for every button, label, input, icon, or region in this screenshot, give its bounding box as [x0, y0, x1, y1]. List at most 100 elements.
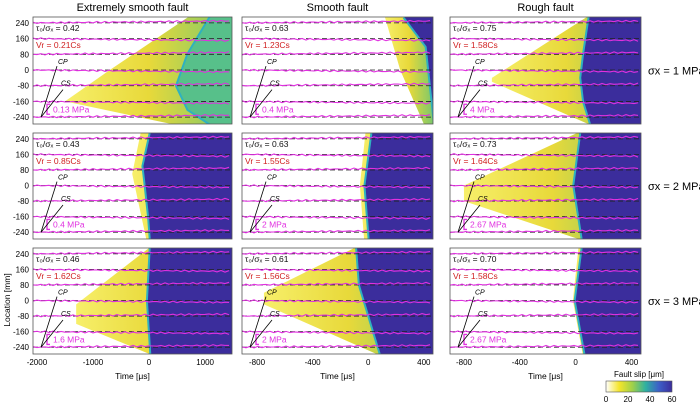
y-tick-label: 80 [20, 281, 29, 290]
stress-trace [450, 51, 639, 56]
y-tick-label: 160 [16, 35, 30, 44]
rupture-velocity: Vr = 1.23Cs [245, 40, 290, 50]
x-tick-label: 0 [366, 358, 371, 367]
panel-r1-c2: τ₀/σₓ = 0.73 Vr = 1.64Cs 2.67 MPa CP CS [449, 132, 642, 240]
panel-r0-c0: τ₀/σₓ = 0.42 Vr = 0.21Cs 0.13 MPa CP CS [32, 16, 233, 125]
cp-label: CP [58, 290, 68, 297]
column-title: Smooth fault [307, 2, 369, 14]
stress-trace [33, 330, 230, 335]
panel-r2-c1: τ₀/σₓ = 0.61 Vr = 1.56Cs 2 MPa CP CS [241, 247, 434, 355]
y-tick-label: 160 [16, 150, 30, 159]
cs-line [249, 89, 273, 118]
column-title: Rough fault [517, 2, 573, 14]
stress-ratio: τ₀/σₓ = 0.73 [453, 139, 497, 149]
row-label: σx = 2 MPa [648, 181, 700, 193]
cs-line [457, 319, 481, 348]
stress-trace [33, 166, 230, 172]
stress-ratio: τ₀/σₓ = 0.43 [36, 139, 80, 149]
y-tick-label: -160 [13, 213, 30, 222]
stress-ratio: τ₀/σₓ = 0.46 [36, 254, 80, 264]
y-tick-label: 0 [25, 182, 30, 191]
panel-r2-c0: τ₀/σₓ = 0.46 Vr = 1.62Cs 1.6 MPa CP CS [32, 247, 233, 355]
stress-trace [242, 250, 431, 256]
stress-trace [450, 184, 639, 189]
full-slip-region [177, 17, 232, 124]
rupture-velocity: Vr = 1.58Cs [453, 271, 498, 281]
stress-trace [242, 37, 431, 42]
cs-label: CS [478, 196, 488, 203]
stress-trace [450, 68, 639, 74]
stress-trace [33, 114, 230, 119]
cs-label: CS [478, 81, 488, 88]
x-axis-label: Time [μs] [115, 371, 150, 381]
cp-line [40, 181, 58, 233]
stress-trace [242, 100, 431, 105]
x-tick-label: -800 [456, 358, 473, 367]
stress-trace [33, 184, 230, 189]
row-label: σx = 1 MPa [648, 66, 700, 78]
full-slip-region [574, 133, 641, 239]
y-tick-label: 240 [16, 250, 30, 259]
cp-label: CP [475, 175, 485, 182]
x-tick-label: -1000 [83, 358, 104, 367]
cp-label: CP [58, 59, 68, 66]
stress-trace [242, 19, 431, 25]
colorbar-tick: 0 [604, 395, 609, 404]
stress-trace [33, 312, 230, 318]
x-tick-label: -400 [512, 358, 529, 367]
cp-label: CP [267, 175, 277, 182]
stress-trace [450, 82, 639, 88]
colorbar-tick: 20 [624, 395, 633, 404]
stress-trace [450, 135, 639, 140]
stress-trace [33, 51, 230, 56]
y-tick-label: -240 [13, 113, 30, 122]
stress-ratio: τ₀/σₓ = 0.75 [453, 23, 497, 33]
panel-r0-c2: τ₀/σₓ = 0.75 Vr = 1.58Cs 4 MPa CP CS [449, 16, 642, 125]
stress-ratio: τ₀/σₓ = 0.70 [453, 254, 497, 264]
stress-trace [450, 19, 639, 25]
cs-line [457, 89, 481, 118]
colorbar-tick: 60 [668, 395, 677, 404]
column-title: Extremely smooth fault [77, 2, 189, 14]
x-axis-label: Time [μs] [528, 371, 563, 381]
row-label: σx = 3 MPa [648, 296, 700, 308]
cp-line [457, 181, 475, 233]
stress-trace [242, 197, 431, 203]
stress-trace [242, 299, 431, 304]
rupture-velocity: Vr = 1.56Cs [245, 271, 290, 281]
full-slip-region [575, 248, 641, 354]
y-tick-label: -80 [17, 312, 29, 321]
stress-trace [33, 250, 230, 255]
cp-label: CP [475, 59, 485, 66]
stress-scale: 0.4 MPa [53, 219, 85, 229]
cs-label: CS [478, 311, 488, 318]
cs-line [40, 204, 64, 233]
rupture-velocity: Vr = 1.64Cs [453, 156, 498, 166]
cs-label: CS [61, 81, 71, 88]
cp-label: CP [267, 59, 277, 66]
stress-trace [33, 153, 230, 158]
x-axis-label: Time [μs] [320, 371, 355, 381]
stress-scale: 0.4 MPa [262, 104, 294, 114]
stress-trace [450, 281, 639, 287]
cs-label: CS [270, 311, 280, 318]
cs-line [457, 204, 481, 233]
cs-line [249, 204, 273, 233]
cs-line [40, 319, 64, 348]
stress-trace [33, 215, 230, 220]
x-tick-label: 400 [417, 358, 431, 367]
y-tick-label: 160 [16, 265, 30, 274]
rupture-velocity: Vr = 1.55Cs [245, 156, 290, 166]
cs-label: CS [270, 81, 280, 88]
stress-trace [450, 299, 639, 304]
stress-trace [33, 100, 230, 105]
y-tick-label: 240 [16, 19, 30, 28]
y-tick-label: 80 [20, 50, 29, 59]
panel-r1-c1: τ₀/σₓ = 0.63 Vr = 1.55Cs 2 MPa CP CS [241, 132, 434, 240]
cs-label: CS [61, 311, 71, 318]
stress-scale: 2.67 MPa [470, 219, 507, 229]
x-tick-label: 0 [147, 358, 152, 367]
x-tick-label: -800 [249, 358, 266, 367]
cp-label: CP [267, 290, 277, 297]
